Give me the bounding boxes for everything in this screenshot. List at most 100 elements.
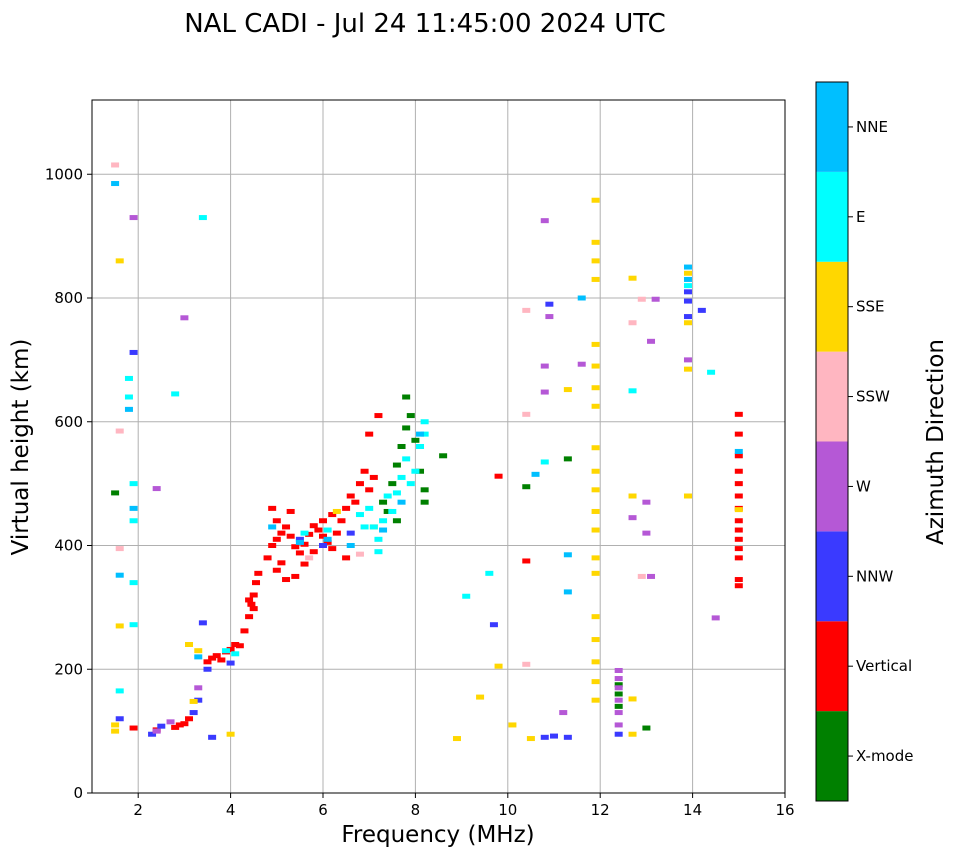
- y-tick-label: 600: [54, 413, 83, 431]
- echo-point: [282, 524, 291, 530]
- echo-point: [295, 550, 304, 556]
- echo-point: [614, 691, 623, 697]
- echo-point: [124, 406, 133, 412]
- echo-point: [277, 560, 286, 566]
- echo-point: [355, 481, 364, 487]
- echo-point: [591, 258, 600, 264]
- echo-point: [591, 341, 600, 347]
- echo-point: [734, 518, 743, 524]
- echo-point: [355, 551, 364, 557]
- echo-point: [203, 659, 212, 665]
- echo-point: [522, 558, 531, 564]
- echo-point: [129, 622, 138, 628]
- echo-point: [111, 162, 120, 168]
- echo-point: [226, 660, 235, 666]
- echo-point: [365, 487, 374, 493]
- colorbar-segment: [816, 531, 848, 622]
- echo-point: [383, 508, 392, 514]
- echo-point: [319, 533, 327, 539]
- echo-point: [591, 637, 600, 643]
- echo-point: [540, 459, 549, 465]
- echo-point: [268, 524, 277, 530]
- echo-point: [637, 573, 646, 579]
- echo-point: [476, 694, 485, 700]
- echo-point: [647, 338, 656, 344]
- echo-point: [115, 623, 124, 629]
- echo-point: [286, 533, 295, 539]
- echo-point: [129, 580, 138, 586]
- echo-point: [346, 530, 355, 536]
- colorbar-tick-label: NNE: [856, 118, 888, 136]
- echo-point: [462, 593, 471, 599]
- echo-point: [272, 567, 281, 573]
- echo-point: [577, 361, 586, 367]
- echo-point: [171, 391, 180, 397]
- echo-point: [129, 518, 138, 524]
- colorbar-tick-label: X-mode: [856, 747, 913, 765]
- series-x-mode: [111, 394, 651, 731]
- echo-point: [642, 530, 651, 536]
- echo-point: [494, 663, 503, 669]
- echo-point: [115, 572, 124, 578]
- echo-point: [397, 499, 406, 505]
- echo-point: [734, 507, 743, 513]
- echo-point: [628, 320, 637, 326]
- echo-point: [157, 723, 166, 729]
- echo-point: [628, 515, 637, 521]
- echo-point: [591, 697, 600, 703]
- echo-point: [115, 688, 124, 694]
- echo-point: [406, 481, 415, 487]
- echo-point: [392, 490, 401, 496]
- echo-point: [309, 549, 318, 555]
- colorbar: X-mode Vertical NNW W SSW SSE E NNE: [816, 82, 913, 801]
- echo-point: [683, 298, 692, 304]
- x-tick-label: 2: [133, 801, 143, 819]
- echo-point: [351, 499, 360, 505]
- echo-point: [545, 314, 554, 320]
- echo-point: [249, 592, 258, 598]
- echo-point: [637, 296, 646, 302]
- echo-point: [522, 307, 531, 313]
- echo-point: [208, 734, 217, 740]
- echo-point: [247, 601, 256, 607]
- echo-point: [115, 428, 124, 434]
- echo-points: [111, 162, 743, 742]
- echo-point: [550, 733, 558, 739]
- colorbar-tick-label: Vertical: [856, 657, 912, 675]
- echo-point: [406, 413, 415, 419]
- echo-point: [392, 462, 401, 468]
- echo-point: [249, 606, 258, 612]
- echo-point: [115, 546, 124, 552]
- echo-point: [291, 573, 300, 579]
- echo-point: [614, 722, 623, 728]
- echo-point: [332, 508, 341, 514]
- echo-point: [683, 320, 692, 326]
- echo-point: [734, 481, 743, 487]
- echo-point: [734, 577, 743, 583]
- echo-point: [166, 719, 175, 725]
- echo-point: [591, 403, 600, 409]
- x-tick-label: 6: [318, 801, 328, 819]
- echo-point: [291, 544, 300, 550]
- echo-point: [711, 615, 720, 621]
- echo-point: [628, 731, 637, 737]
- y-tick-label: 0: [73, 784, 83, 802]
- echo-point: [402, 456, 411, 462]
- echo-point: [189, 710, 198, 716]
- colorbar-segment: [816, 621, 848, 712]
- echo-point: [245, 597, 254, 603]
- echo-point: [300, 530, 309, 536]
- echo-point: [365, 505, 374, 511]
- echo-point: [489, 622, 498, 628]
- echo-point: [286, 508, 295, 514]
- echo-point: [319, 518, 327, 524]
- echo-point: [591, 570, 600, 576]
- echo-point: [734, 493, 743, 499]
- echo-point: [591, 527, 600, 533]
- echo-point: [129, 481, 138, 487]
- echo-point: [683, 366, 692, 372]
- echo-point: [198, 620, 207, 626]
- echo-point: [522, 484, 531, 490]
- echo-point: [388, 481, 397, 487]
- echo-point: [212, 653, 221, 659]
